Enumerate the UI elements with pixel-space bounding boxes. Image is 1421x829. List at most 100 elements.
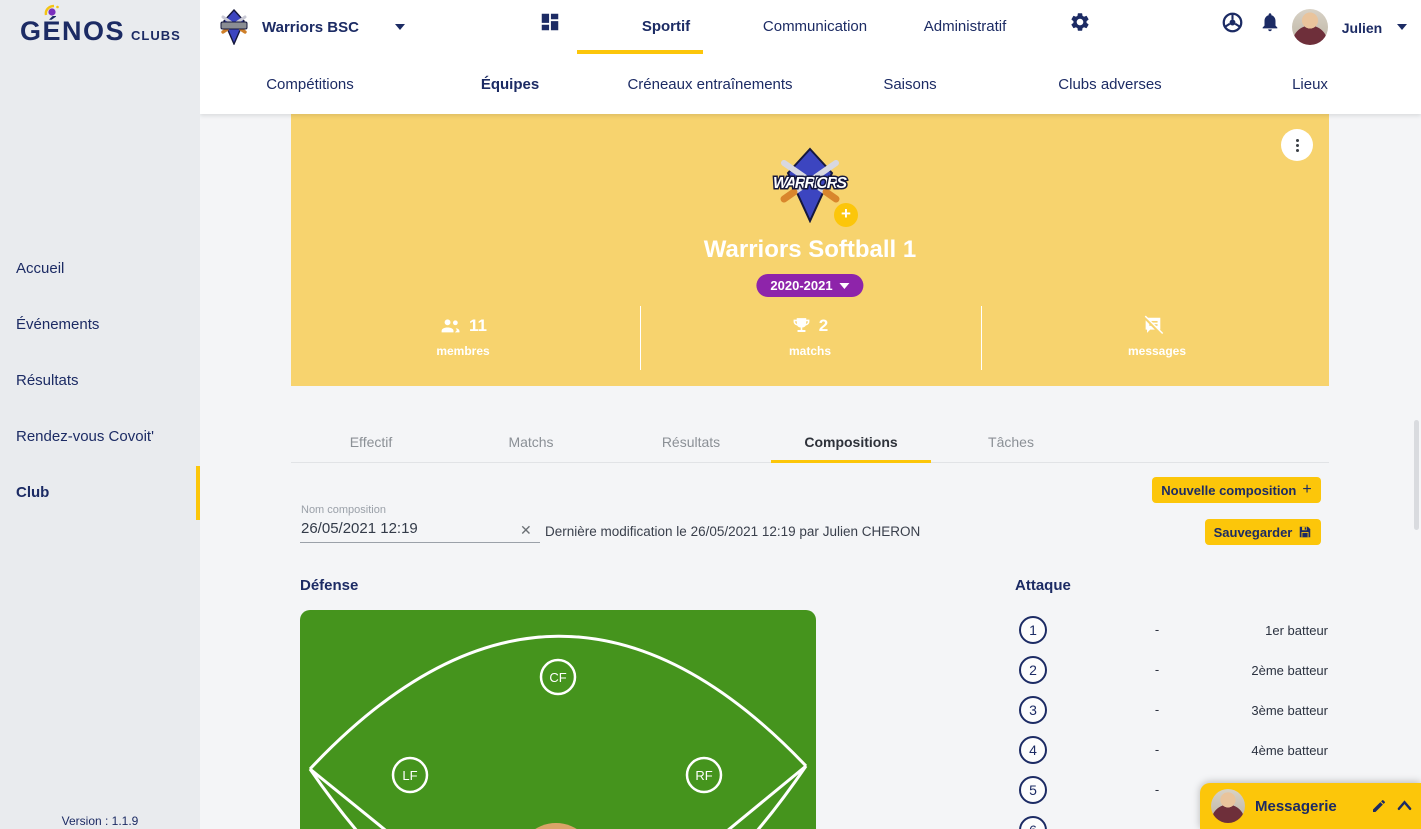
position-RF[interactable]: RF — [685, 756, 723, 794]
messenger-avatar — [1211, 789, 1245, 823]
composition-name-input[interactable] — [301, 520, 501, 537]
batting-label-1: 1er batteur — [1265, 623, 1328, 638]
menu-active-underline — [577, 50, 703, 54]
subnav-competitions[interactable]: Compétitions — [266, 76, 354, 93]
sidebar-item-club[interactable]: Club — [16, 484, 50, 501]
last-modified-prefix: Dernière modification le 26/05/2021 12:1… — [545, 524, 819, 539]
plus-icon: + — [1302, 481, 1312, 498]
menu-communication[interactable]: Communication — [762, 18, 868, 35]
settings-gear-icon[interactable] — [1069, 11, 1091, 33]
top-header: Warriors BSC Sportif Communication Admin… — [200, 0, 1421, 114]
clear-input-icon[interactable]: ✕ — [520, 522, 532, 538]
app-logo: GÉNOS CLUBS — [20, 16, 181, 47]
user-menu-chevron-icon[interactable] — [1397, 24, 1407, 30]
sidebar-item-covoiturage[interactable]: Rendez-vous Covoit' — [16, 428, 154, 445]
team-name: Warriors Softball 1 — [703, 236, 917, 263]
scrollbar-thumb[interactable] — [1414, 420, 1419, 530]
sidebar-item-resultats[interactable]: Résultats — [16, 372, 79, 389]
tab-compositions[interactable]: Compositions — [804, 434, 898, 450]
club-logo-icon — [220, 9, 248, 45]
user-avatar[interactable] — [1292, 9, 1328, 45]
position-LF-label: LF — [402, 768, 417, 783]
defense-field: CF LF RF — [300, 610, 816, 829]
stat-divider — [640, 306, 641, 370]
new-composition-label: Nouvelle composition — [1161, 482, 1297, 498]
app-version: Version : 1.1.9 — [61, 814, 139, 828]
batting-slot-5[interactable]: 5 — [1019, 776, 1047, 804]
messenger-title: Messagerie — [1255, 797, 1337, 815]
user-name[interactable]: Julien — [1341, 20, 1383, 36]
new-composition-button[interactable]: Nouvelle composition + — [1152, 477, 1321, 503]
compose-pencil-icon[interactable] — [1371, 798, 1387, 814]
batting-player-1[interactable]: - — [1154, 622, 1160, 637]
batting-label-3: 3ème batteur — [1251, 703, 1328, 718]
batting-player-3[interactable]: - — [1154, 702, 1160, 717]
batting-player-5[interactable]: - — [1154, 782, 1160, 797]
dashboard-icon[interactable] — [539, 11, 561, 33]
members-icon — [441, 319, 460, 333]
defense-title: Défense — [300, 577, 359, 594]
last-modified-text: Dernière modification le 26/05/2021 12:1… — [545, 524, 920, 539]
members-count: 11 — [469, 316, 487, 335]
subnav-saisons[interactable]: Saisons — [883, 76, 937, 93]
season-selector[interactable]: 2020-2021 — [756, 274, 864, 297]
sidebar: GÉNOS CLUBS Accueil Événements Résultats… — [0, 0, 200, 829]
composition-name-label: Nom composition — [301, 504, 386, 516]
notifications-bell-icon[interactable] — [1259, 11, 1281, 33]
messages-label: messages — [1127, 344, 1187, 358]
team-more-menu-button[interactable] — [1281, 129, 1313, 161]
app-logo-sub: CLUBS — [131, 28, 181, 43]
input-underline — [300, 542, 540, 543]
season-chevron-icon — [839, 282, 850, 289]
batting-slot-1[interactable]: 1 — [1019, 616, 1047, 644]
batting-label-4: 4ème batteur — [1251, 743, 1328, 758]
sidebar-item-accueil[interactable]: Accueil — [16, 260, 65, 277]
club-selector-chevron-icon[interactable] — [395, 24, 405, 30]
menu-sportif[interactable]: Sportif — [641, 18, 691, 35]
sidebar-item-evenements[interactable]: Événements — [16, 316, 100, 333]
tab-effectif[interactable]: Effectif — [349, 434, 393, 450]
tab-resultats[interactable]: Résultats — [661, 434, 721, 450]
collapse-chevron-icon[interactable] — [1397, 799, 1412, 812]
attack-title: Attaque — [1015, 577, 1071, 594]
sidebar-active-indicator — [196, 466, 200, 520]
matches-label: matchs — [788, 344, 832, 358]
subnav-lieux[interactable]: Lieux — [1292, 76, 1328, 93]
position-CF[interactable]: CF — [539, 658, 577, 696]
subnav-creneaux[interactable]: Créneaux entraînements — [627, 76, 793, 93]
members-label: membres — [436, 344, 490, 358]
messages-off-icon — [1143, 315, 1164, 336]
position-RF-label: RF — [695, 768, 712, 783]
club-selector[interactable]: Warriors BSC — [262, 19, 359, 36]
menu-administratif[interactable]: Administratif — [923, 18, 1007, 35]
batting-player-4[interactable]: - — [1154, 742, 1160, 757]
save-button[interactable]: Sauvegarder — [1205, 519, 1321, 545]
trophy-icon — [793, 318, 810, 332]
app-logo-main: GÉNOS — [20, 16, 126, 46]
stat-messages: messages — [1128, 314, 1186, 358]
tab-taches[interactable]: Tâches — [988, 434, 1034, 450]
subnav-equipes[interactable]: Équipes — [480, 76, 540, 93]
last-modified-author: Julien CHERON — [822, 524, 921, 539]
genos-logo-icon — [44, 4, 59, 16]
team-logo-add-button[interactable]: + — [834, 203, 858, 227]
team-header-card: WARRIORS + Warriors Softball 1 2020-2021… — [291, 114, 1329, 386]
batting-slot-6[interactable]: 6 — [1019, 816, 1047, 829]
sports-ball-icon[interactable] — [1222, 12, 1243, 33]
tab-active-underline — [771, 460, 931, 463]
stat-members: 11 membres — [436, 314, 489, 358]
subnav-clubs-adverses[interactable]: Clubs adverses — [1058, 76, 1162, 93]
messenger-panel[interactable]: Messagerie — [1200, 783, 1421, 829]
season-label: 2020-2021 — [770, 278, 833, 293]
position-CF-label: CF — [549, 670, 566, 685]
matches-count: 2 — [818, 316, 829, 335]
batting-slot-2[interactable]: 2 — [1019, 656, 1047, 684]
batting-slot-4[interactable]: 4 — [1019, 736, 1047, 764]
team-logo-text: WARRIORS — [773, 175, 847, 192]
position-LF[interactable]: LF — [391, 756, 429, 794]
team-logo: WARRIORS — [772, 147, 849, 223]
batting-player-2[interactable]: - — [1154, 662, 1160, 677]
batting-slot-3[interactable]: 3 — [1019, 696, 1047, 724]
stat-matches: 2 matchs — [789, 314, 831, 358]
tab-matchs[interactable]: Matchs — [508, 434, 554, 450]
